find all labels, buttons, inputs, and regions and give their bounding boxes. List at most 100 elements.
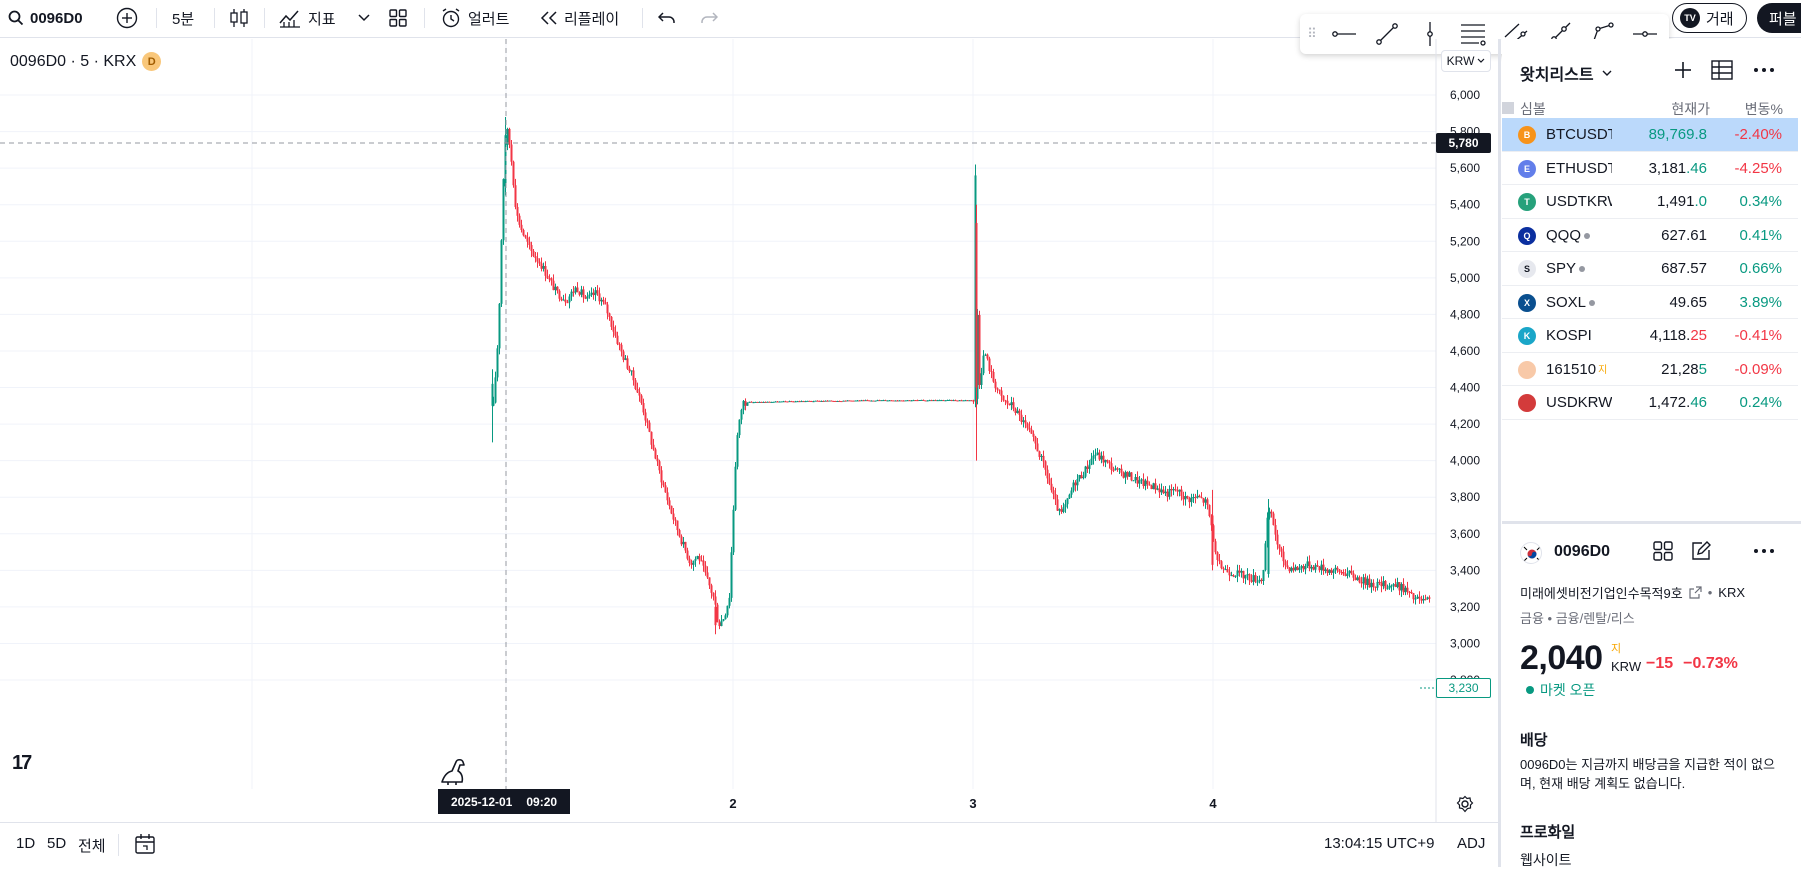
watchlist-row[interactable]: B BTCUSDT 89,769.8 -2.40% bbox=[1502, 118, 1798, 152]
candle bbox=[956, 400, 959, 402]
details-symbol[interactable]: 0096D0 bbox=[1554, 543, 1611, 560]
candle bbox=[1262, 569, 1265, 585]
compare-symbol-button[interactable] bbox=[116, 0, 138, 36]
candle bbox=[502, 178, 505, 245]
advanced-view-icon[interactable] bbox=[1710, 59, 1734, 81]
sector-label[interactable]: 금융 • 금융/렌탈/리스 bbox=[1520, 611, 1635, 626]
candle bbox=[1080, 471, 1083, 479]
candle bbox=[1428, 595, 1431, 603]
watchlist-row[interactable]: K KOSPI 4,118.25 -0.41% bbox=[1502, 319, 1798, 353]
candle bbox=[1022, 416, 1025, 428]
layout-grid-icon[interactable] bbox=[1652, 540, 1674, 562]
settings-icon[interactable] bbox=[1456, 795, 1474, 813]
candle bbox=[660, 466, 663, 489]
templates-button[interactable] bbox=[388, 0, 408, 36]
candle bbox=[1376, 578, 1379, 591]
date-tick-label: 2 bbox=[729, 796, 736, 811]
watchlist-title-button[interactable]: 왓치리스트 bbox=[1520, 61, 1612, 85]
range-1d-button[interactable]: 1D bbox=[16, 835, 36, 852]
candle bbox=[1076, 474, 1079, 491]
candle bbox=[1290, 566, 1293, 573]
price-axis[interactable]: 6,0005,8005,6005,4005,2005,0004,8004,600… bbox=[1450, 88, 1480, 687]
symbol-search-button[interactable]: 0096D0 bbox=[8, 0, 83, 36]
replay-button[interactable]: 리플레이 bbox=[540, 0, 619, 36]
candle bbox=[1166, 488, 1169, 502]
undo-button[interactable] bbox=[658, 0, 676, 36]
candle bbox=[784, 400, 787, 403]
trend-line-tool[interactable] bbox=[1365, 14, 1408, 54]
candle bbox=[824, 400, 827, 402]
more-options-icon[interactable] bbox=[1752, 59, 1776, 81]
candle bbox=[970, 400, 973, 402]
company-name[interactable]: 미래에셋비전기업인수목적9호 • KRX bbox=[1520, 583, 1745, 602]
symbol-legend[interactable]: 0096D0 · 5 · KRX D bbox=[10, 52, 162, 71]
delayed-data-badge[interactable]: D bbox=[142, 52, 162, 71]
range-all-button[interactable]: 전체 bbox=[78, 838, 106, 855]
timezone-clock[interactable]: 13:04:15 UTC+9 bbox=[1324, 835, 1435, 852]
indicators-button[interactable]: 지표 bbox=[278, 0, 336, 36]
indicators-dropdown-button[interactable] bbox=[358, 0, 370, 36]
candle bbox=[752, 401, 755, 404]
tradingview-logo-icon[interactable]: 17 bbox=[12, 752, 32, 774]
add-symbol-icon[interactable] bbox=[1672, 59, 1694, 81]
range-5d-button[interactable]: 5D bbox=[47, 835, 67, 852]
panel-divider[interactable] bbox=[1498, 39, 1501, 867]
watchlist-row[interactable]: E ETHUSDT 3,181.46 -4.25% bbox=[1502, 152, 1798, 185]
candle bbox=[722, 618, 725, 622]
candle bbox=[1384, 579, 1387, 592]
candle bbox=[998, 389, 1001, 395]
chart-pane[interactable]: 6,000 5,800 5,600 5,400 5,200 5,000 4,800 4,600… bbox=[0, 39, 1498, 822]
column-resize-handle-icon[interactable] bbox=[1502, 102, 1514, 114]
candle bbox=[1206, 497, 1209, 510]
candle bbox=[534, 252, 537, 263]
interval-button[interactable]: 5분 bbox=[172, 10, 195, 28]
watchlist-row[interactable]: Q QQQ 627.61 0.41% bbox=[1502, 219, 1798, 252]
publish-button[interactable]: 퍼블 bbox=[1757, 3, 1801, 33]
price-chart[interactable]: 6,0005,8005,6005,4005,2005,0004,8004,600… bbox=[0, 39, 1498, 822]
more-options-icon[interactable] bbox=[1752, 540, 1776, 562]
candle bbox=[1352, 570, 1355, 582]
symbol-text: QQQ bbox=[1546, 226, 1582, 244]
column-symbol[interactable]: 심볼 bbox=[1520, 101, 1546, 117]
replay-label: 리플레이 bbox=[564, 10, 620, 28]
dinosaur-icon[interactable] bbox=[438, 756, 468, 786]
fib-retracement-tool[interactable] bbox=[1451, 14, 1494, 54]
alert-button[interactable]: 얼러트 bbox=[440, 0, 509, 36]
trade-button[interactable]: TV 거래 bbox=[1672, 3, 1747, 33]
dividend-section-title: 배당 bbox=[1520, 732, 1548, 749]
candle bbox=[520, 219, 523, 233]
candle bbox=[588, 290, 591, 299]
watchlist-column-headers: 심볼 현재가 변동% bbox=[1502, 99, 1801, 121]
column-change[interactable]: 변동% bbox=[1744, 101, 1783, 117]
candle bbox=[1160, 483, 1163, 496]
horizontal-ray-tool[interactable] bbox=[1322, 14, 1365, 54]
candle bbox=[1380, 576, 1383, 593]
candle bbox=[674, 517, 677, 526]
go-to-date-button[interactable] bbox=[134, 833, 158, 859]
candle bbox=[652, 438, 655, 451]
watchlist-row[interactable]: T USDTKRW 1,491.0 0.34% bbox=[1502, 185, 1798, 219]
candle bbox=[984, 353, 987, 356]
drag-handle-icon[interactable]: ⠿ bbox=[1307, 26, 1317, 41]
watchlist-row[interactable]: X SOXL 49.65 3.89% bbox=[1502, 286, 1798, 319]
vertical-line-tool[interactable] bbox=[1408, 14, 1451, 54]
currency-selector[interactable]: KRW bbox=[1441, 50, 1491, 72]
edit-note-icon[interactable] bbox=[1690, 540, 1712, 562]
column-price[interactable]: 현재가 bbox=[1671, 101, 1710, 117]
candle bbox=[602, 296, 605, 305]
redo-button[interactable] bbox=[700, 0, 718, 36]
time-axis[interactable]: 2 3 4 bbox=[729, 796, 1217, 811]
watchlist-row[interactable]: S SPY 687.57 0.66% bbox=[1502, 252, 1798, 286]
undo-icon bbox=[658, 12, 675, 23]
adjust-data-toggle[interactable]: ADJ bbox=[1457, 835, 1486, 852]
candle bbox=[1108, 460, 1111, 469]
toolbar-divider bbox=[424, 8, 425, 28]
candle bbox=[1208, 504, 1211, 518]
candle bbox=[896, 400, 899, 402]
watchlist-row[interactable]: 161510 지 21,285 -0.09% bbox=[1502, 353, 1798, 386]
candle bbox=[1330, 567, 1333, 576]
watchlist-row[interactable]: USDKRW 1,472.46 0.24% bbox=[1502, 386, 1798, 420]
chart-type-button[interactable] bbox=[228, 0, 250, 36]
price-tick-label: 4,400 bbox=[1450, 381, 1480, 395]
horizontal-line-tool[interactable] bbox=[1623, 14, 1666, 54]
